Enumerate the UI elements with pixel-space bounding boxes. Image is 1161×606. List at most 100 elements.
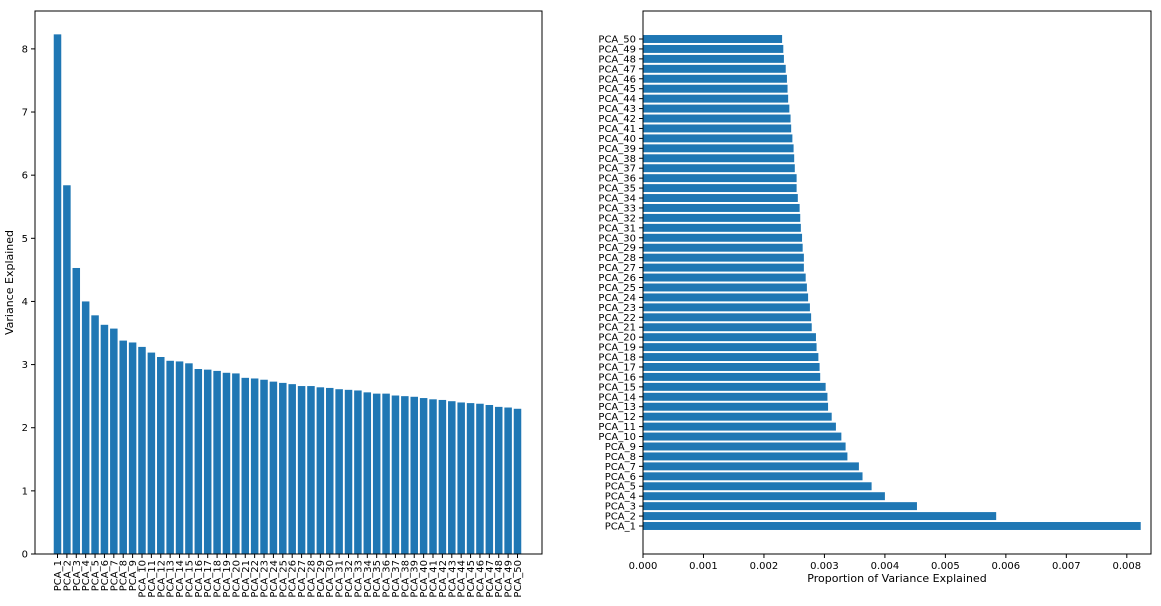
c1-x-tick-label: PCA_2 bbox=[62, 560, 73, 591]
c2-y-tick-label: PCA_33 bbox=[598, 203, 636, 214]
c2-y-tick-label: PCA_31 bbox=[598, 223, 636, 234]
c2-bar-PCA_34 bbox=[643, 194, 798, 202]
c1-x-tick-label: PCA_33 bbox=[353, 560, 364, 598]
c2-y-tick-label: PCA_13 bbox=[598, 402, 636, 413]
c2-bar-PCA_6 bbox=[643, 472, 863, 481]
c1-x-tick-label: PCA_19 bbox=[222, 560, 233, 598]
c1-x-tick-label: PCA_32 bbox=[344, 560, 355, 598]
c1-x-tick-label: PCA_17 bbox=[203, 560, 214, 598]
c2-bar-PCA_45 bbox=[643, 84, 788, 93]
c1-x-tick-label: PCA_6 bbox=[100, 560, 111, 591]
c2-bar-PCA_3 bbox=[643, 502, 917, 511]
c2-y-tick-label: PCA_5 bbox=[605, 482, 636, 493]
c2-bar-PCA_30 bbox=[643, 233, 803, 242]
c2-bar-PCA_40 bbox=[643, 134, 793, 143]
c2-y-tick-label: PCA_50 bbox=[598, 35, 636, 46]
c1-bar-PCA_22 bbox=[250, 378, 259, 554]
c1-bar-PCA_13 bbox=[166, 360, 174, 554]
c2-y-tick-label: PCA_22 bbox=[598, 313, 636, 324]
c1-bar-PCA_4 bbox=[81, 301, 90, 554]
c2-y-tick-label: PCA_45 bbox=[598, 84, 636, 95]
c2-x-tick-label: 0.001 bbox=[689, 561, 718, 572]
c2-y-tick-label: PCA_10 bbox=[598, 432, 636, 443]
c2-bar-PCA_15 bbox=[643, 382, 826, 391]
c2-bar-PCA_38 bbox=[643, 154, 795, 163]
c1-x-tick-label: PCA_50 bbox=[513, 560, 524, 598]
c2-bar-PCA_48 bbox=[643, 54, 784, 63]
c1-x-tick-label: PCA_46 bbox=[475, 560, 486, 598]
c2-bar-PCA_39 bbox=[643, 144, 794, 153]
c2-y-tick-label: PCA_21 bbox=[598, 323, 636, 334]
c1-x-tick-label: PCA_27 bbox=[297, 560, 308, 598]
c2-bar-PCA_20 bbox=[643, 333, 816, 342]
c1-bar-PCA_14 bbox=[175, 361, 184, 554]
c1-y-tick-label: 2 bbox=[22, 423, 28, 434]
c1-bar-PCA_11 bbox=[147, 352, 156, 554]
c2-y-tick-label: PCA_15 bbox=[598, 382, 636, 393]
c1-x-tick-label: PCA_38 bbox=[400, 560, 411, 598]
c2-bar-PCA_47 bbox=[643, 64, 786, 73]
c1-x-tick-label: PCA_8 bbox=[119, 560, 130, 591]
c1-y-tick-label: 5 bbox=[22, 234, 28, 245]
c2-bar-PCA_31 bbox=[643, 223, 801, 232]
c1-bar-PCA_33 bbox=[354, 390, 362, 554]
c1-bar-PCA_44 bbox=[457, 402, 465, 554]
c1-bar-PCA_2 bbox=[63, 185, 71, 554]
c1-x-tick-label: PCA_25 bbox=[278, 560, 289, 598]
c1-y-tick-label: 1 bbox=[22, 486, 28, 497]
c2-bar-PCA_14 bbox=[643, 392, 828, 401]
c2-bar-PCA_17 bbox=[643, 363, 820, 371]
c2-y-tick-label: PCA_29 bbox=[598, 243, 636, 254]
c2-bar-PCA_21 bbox=[643, 323, 812, 332]
c1-bar-PCA_47 bbox=[485, 404, 494, 554]
c2-bar-PCA_7 bbox=[643, 462, 859, 471]
c2-bar-PCA_36 bbox=[643, 174, 797, 183]
c2-y-tick-label: PCA_47 bbox=[598, 64, 636, 75]
c1-bar-PCA_20 bbox=[232, 373, 240, 554]
c2-y-tick-label: PCA_43 bbox=[598, 104, 636, 115]
c1-bar-PCA_7 bbox=[110, 328, 118, 554]
c1-bar-PCA_32 bbox=[344, 389, 353, 554]
c2-bar-PCA_33 bbox=[643, 203, 800, 212]
c2-bar-PCA_11 bbox=[643, 422, 836, 431]
c2-y-tick-label: PCA_39 bbox=[598, 144, 636, 155]
c2-y-tick-label: PCA_36 bbox=[598, 174, 636, 185]
c2-y-tick-label: PCA_32 bbox=[598, 213, 636, 224]
c1-bar-PCA_46 bbox=[476, 403, 484, 554]
c2-y-tick-label: PCA_42 bbox=[598, 114, 636, 125]
c2-x-axis-label: Proportion of Variance Explained bbox=[807, 572, 986, 585]
c1-x-tick-label: PCA_14 bbox=[175, 560, 186, 598]
c2-bar-PCA_22 bbox=[643, 313, 812, 322]
c1-x-tick-label: PCA_47 bbox=[485, 560, 496, 598]
c2-x-tick-label: 0.004 bbox=[871, 561, 900, 572]
c1-bar-PCA_18 bbox=[213, 370, 221, 554]
c2-bar-PCA_9 bbox=[643, 442, 846, 451]
c1-bar-PCA_49 bbox=[504, 407, 512, 554]
c1-x-tick-label: PCA_42 bbox=[438, 560, 449, 598]
proportion-variance-bar-chart: PCA_1PCA_2PCA_3PCA_4PCA_5PCA_6PCA_7PCA_8… bbox=[598, 10, 1152, 585]
c1-x-tick-label: PCA_24 bbox=[269, 560, 280, 598]
c2-y-tick-label: PCA_17 bbox=[598, 362, 636, 373]
c1-x-tick-label: PCA_18 bbox=[213, 560, 224, 598]
c2-y-tick-label: PCA_46 bbox=[598, 74, 636, 85]
c1-bar-PCA_35 bbox=[372, 393, 381, 554]
c1-x-tick-label: PCA_15 bbox=[184, 560, 195, 598]
c2-y-tick-label: PCA_26 bbox=[598, 273, 636, 284]
c2-y-tick-label: PCA_48 bbox=[598, 54, 636, 65]
c1-bar-PCA_26 bbox=[288, 384, 296, 554]
c2-y-tick-label: PCA_16 bbox=[598, 372, 636, 383]
c1-x-tick-label: PCA_4 bbox=[81, 560, 92, 591]
c2-y-tick-label: PCA_2 bbox=[605, 512, 636, 523]
c2-bar-PCA_27 bbox=[643, 263, 804, 272]
c2-bar-PCA_50 bbox=[643, 35, 783, 43]
c2-y-tick-label: PCA_40 bbox=[598, 134, 636, 145]
c2-y-tick-label: PCA_7 bbox=[605, 462, 636, 473]
c2-x-axis-ticks: 0.000 0.001 0.002 0.003 0.004 0.005 0.006 0.007… bbox=[629, 554, 1141, 572]
c2-y-tick-label: PCA_27 bbox=[598, 263, 636, 274]
c1-bar-PCA_28 bbox=[307, 386, 315, 554]
c1-bars-group bbox=[53, 34, 522, 555]
c1-x-tick-label: PCA_22 bbox=[250, 560, 261, 598]
c2-bar-PCA_2 bbox=[643, 512, 997, 521]
c2-x-tick-label: 0.002 bbox=[750, 561, 779, 572]
c1-bar-PCA_41 bbox=[429, 399, 437, 554]
